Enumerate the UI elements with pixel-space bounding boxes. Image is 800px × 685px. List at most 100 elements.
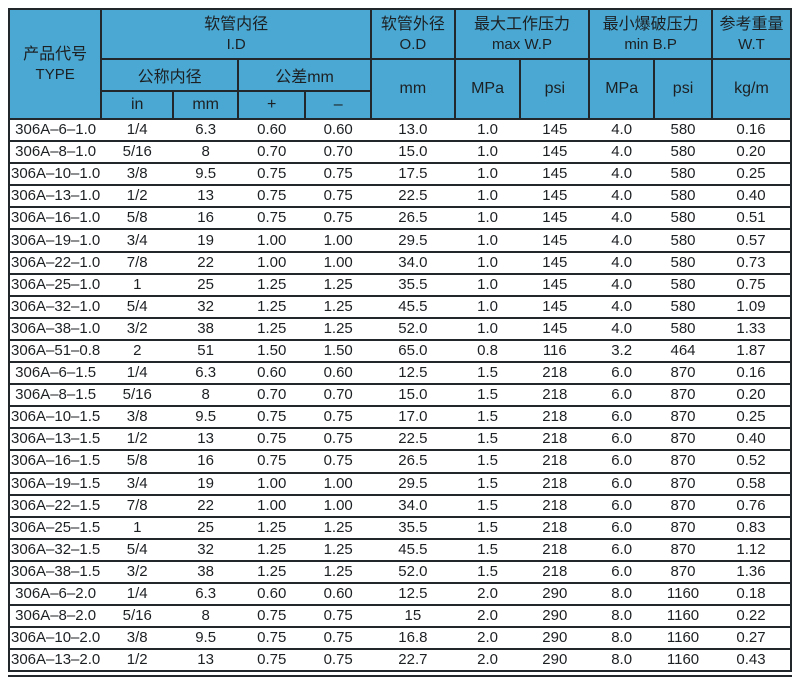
cell: 6.0 bbox=[589, 560, 655, 584]
cell: 1.25 bbox=[238, 317, 306, 341]
cell: 1160 bbox=[654, 605, 712, 629]
cell: 3/2 bbox=[101, 317, 174, 341]
cell: 0.75 bbox=[305, 428, 372, 452]
cell: 0.16 bbox=[711, 362, 791, 386]
cell: 0.75 bbox=[711, 273, 791, 297]
cell: 1.25 bbox=[305, 516, 372, 540]
cell: 9.5 bbox=[173, 163, 239, 187]
cell: 22.5 bbox=[371, 428, 455, 452]
cell: 1.25 bbox=[305, 273, 372, 297]
table-row: 306A–10–1.5 3/8 9.5 0.75 0.75 17.0 1.5 218 6.0 87… bbox=[9, 406, 791, 430]
cell: 3/8 bbox=[101, 627, 174, 651]
cell: 290 bbox=[520, 605, 590, 629]
table-row: 306A–38–1.0 3/2 38 1.25 1.25 52.0 1.0 145 4.0 580… bbox=[9, 317, 791, 341]
col-header-minbp: 最小爆破压力 min B.P bbox=[588, 8, 713, 60]
table-row: 306A–32–1.5 5/4 32 1.25 1.25 45.5 1.5 218 6.0 870… bbox=[9, 538, 791, 562]
cell: 306A–22–1.5 bbox=[9, 494, 102, 518]
cell: 1.25 bbox=[238, 516, 306, 540]
cell: 1.50 bbox=[238, 339, 306, 364]
cell: 0.60 bbox=[238, 119, 306, 143]
cell: 580 bbox=[654, 251, 712, 275]
cell: 145 bbox=[520, 295, 590, 319]
cell: 218 bbox=[520, 538, 590, 562]
table-row: 306A–13–1.0 1/2 13 0.75 0.75 22.5 1.0 145 4.0 580… bbox=[9, 185, 791, 209]
cell: 3/8 bbox=[101, 406, 174, 430]
cell: 0.8 bbox=[454, 339, 521, 364]
cell: 1.00 bbox=[305, 494, 372, 518]
cell: 26.5 bbox=[371, 450, 455, 474]
cell: 0.75 bbox=[305, 185, 372, 209]
cell: 1.5 bbox=[454, 362, 521, 386]
cell: 0.43 bbox=[711, 649, 791, 673]
cell: 1.36 bbox=[711, 560, 791, 584]
cell: 22.5 bbox=[371, 185, 455, 209]
cell: 19 bbox=[173, 472, 239, 496]
table-row: 306A–32–1.0 5/4 32 1.25 1.25 45.5 1.0 145 4.0 580… bbox=[9, 295, 791, 319]
cell: 1.25 bbox=[238, 560, 306, 584]
cell: 306A–38–1.5 bbox=[9, 560, 102, 584]
cell: 218 bbox=[520, 472, 590, 496]
cell: 580 bbox=[654, 229, 712, 253]
cell: 29.5 bbox=[371, 472, 455, 496]
cell: 1160 bbox=[654, 582, 712, 607]
cell: 1.5 bbox=[454, 560, 521, 584]
cell: 0.58 bbox=[711, 472, 791, 496]
col-header-wt-unit: kg/m bbox=[710, 58, 793, 120]
cell: 580 bbox=[654, 119, 712, 143]
cell: 0.60 bbox=[305, 362, 372, 386]
cell: 4.0 bbox=[589, 273, 655, 297]
cell: 1.5 bbox=[454, 450, 521, 474]
cell: 870 bbox=[654, 428, 712, 452]
cell: 1.12 bbox=[711, 538, 791, 562]
cell: 1/2 bbox=[101, 649, 174, 673]
cell: 8.0 bbox=[589, 649, 655, 673]
cell: 1/4 bbox=[101, 362, 174, 386]
cell: 0.20 bbox=[711, 141, 791, 165]
cell: 218 bbox=[520, 516, 590, 540]
cell: 4.0 bbox=[589, 163, 655, 187]
cell: 0.52 bbox=[711, 450, 791, 474]
col-header-minbp-mpa: MPa bbox=[588, 58, 656, 120]
table-body: 306A–6–1.0 1/4 6.3 0.60 0.60 13.0 1.0 145 4.0 580… bbox=[9, 119, 791, 673]
cell: 1.0 bbox=[454, 273, 521, 297]
cell: 32 bbox=[173, 538, 239, 562]
cell: 290 bbox=[520, 649, 590, 673]
cell: 306A–19–1.5 bbox=[9, 472, 102, 496]
cell: 0.57 bbox=[711, 229, 791, 253]
cell: 3/2 bbox=[101, 560, 174, 584]
cell: 4.0 bbox=[589, 185, 655, 209]
cell: 306A–6–1.5 bbox=[9, 362, 102, 386]
cell: 6.0 bbox=[589, 516, 655, 540]
cell: 0.51 bbox=[711, 207, 791, 231]
table-row: 306A–25–1.5 1 25 1.25 1.25 35.5 1.5 218 6.0 870 0.… bbox=[9, 516, 791, 540]
cell: 1.0 bbox=[454, 163, 521, 187]
cell: 870 bbox=[654, 362, 712, 386]
cell: 0.22 bbox=[711, 605, 791, 629]
cell: 0.40 bbox=[711, 185, 791, 209]
cell: 290 bbox=[520, 627, 590, 651]
cell: 580 bbox=[654, 207, 712, 231]
cell: 1.5 bbox=[454, 406, 521, 430]
cell: 15.0 bbox=[371, 141, 455, 165]
cell: 306A–13–1.5 bbox=[9, 428, 102, 452]
col-header-type: 产品代号 TYPE bbox=[7, 8, 103, 120]
cell: 306A–8–2.0 bbox=[9, 605, 102, 629]
cell: 218 bbox=[520, 560, 590, 584]
cell: 1/2 bbox=[101, 185, 174, 209]
cell: 4.0 bbox=[589, 207, 655, 231]
cell: 306A–10–2.0 bbox=[9, 627, 102, 651]
cell: 1.0 bbox=[454, 251, 521, 275]
cell: 306A–16–1.0 bbox=[9, 207, 102, 231]
cell: 5/16 bbox=[101, 605, 174, 629]
cell: 0.75 bbox=[238, 185, 306, 209]
spec-table-wrap: 产品代号 TYPE 软管内径 I.D 软管外径 O.D 最大工作压力 max W… bbox=[7, 8, 793, 678]
cell: 0.20 bbox=[711, 384, 791, 408]
table-row: 306A–13–2.0 1/2 13 0.75 0.75 22.7 2.0 290 8.0 116… bbox=[9, 649, 791, 673]
cell: 870 bbox=[654, 450, 712, 474]
cell: 218 bbox=[520, 384, 590, 408]
col-header-nominal: 公称内径 bbox=[100, 58, 240, 92]
cell: 8.0 bbox=[589, 627, 655, 651]
col-header-in: in bbox=[100, 90, 175, 120]
cell: 45.5 bbox=[371, 538, 455, 562]
